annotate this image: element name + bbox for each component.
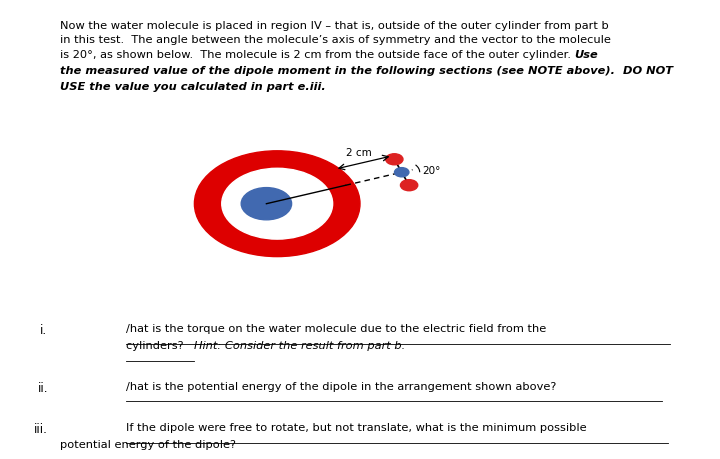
Text: i.: i. [40, 324, 47, 336]
Circle shape [194, 151, 360, 257]
Circle shape [386, 154, 403, 165]
Text: ∕hat is the potential energy of the dipole in the arrangement shown above?: ∕hat is the potential energy of the dipo… [126, 381, 557, 391]
Text: Now the water molecule is placed in region IV – that is, outside of the outer cy: Now the water molecule is placed in regi… [60, 21, 611, 59]
Text: If the dipole were free to rotate, but not translate, what is the minimum possib: If the dipole were free to rotate, but n… [126, 422, 587, 432]
Text: 20°: 20° [422, 166, 440, 175]
Text: Use: Use [574, 50, 598, 60]
Text: USE the value you calculated in part e.iii.: USE the value you calculated in part e.i… [60, 82, 325, 92]
Circle shape [222, 169, 333, 240]
Text: potential energy of the dipole?: potential energy of the dipole? [60, 439, 235, 449]
Text: cylinders?: cylinders? [126, 341, 191, 351]
Text: iii.: iii. [34, 422, 48, 435]
Text: ii.: ii. [38, 381, 49, 394]
Circle shape [400, 180, 418, 191]
Circle shape [241, 188, 292, 220]
Text: 2 cm: 2 cm [346, 148, 372, 158]
Text: Hint: Consider the result from part b.: Hint: Consider the result from part b. [194, 341, 405, 351]
Text: ∕hat is the torque on the water molecule due to the electric field from the: ∕hat is the torque on the water molecule… [126, 324, 546, 334]
Circle shape [395, 168, 409, 178]
Text: the measured value of the dipole moment in the following sections (see NOTE abov: the measured value of the dipole moment … [60, 66, 672, 76]
